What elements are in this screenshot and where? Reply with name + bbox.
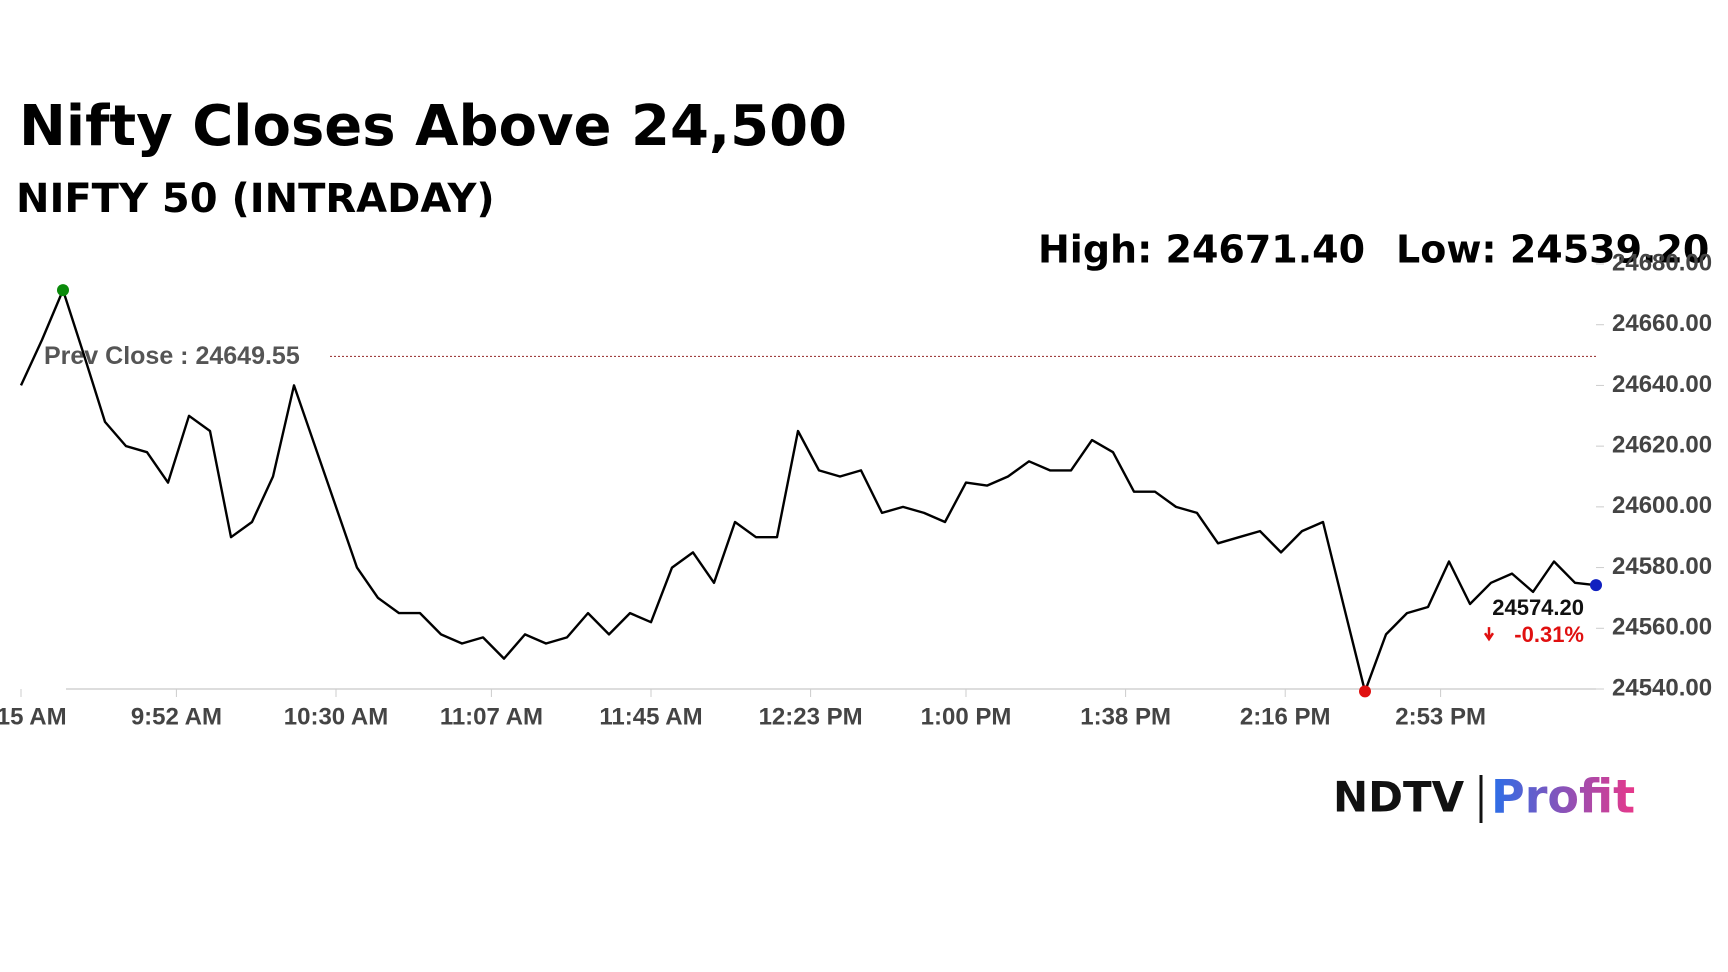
price-line (19, 288, 1597, 693)
x-tick-label: 2:53 PM (1395, 703, 1486, 730)
y-tick-label: 24580.00 (1612, 553, 1712, 580)
y-tick-label: 24600.00 (1612, 492, 1712, 519)
low-dot (1359, 685, 1371, 698)
x-tick-label: 2:16 PM (1240, 703, 1331, 730)
chart-subtitle: NIFTY 50 (INTRADAY) (16, 176, 495, 222)
y-tick-label: 24680.00 (1612, 249, 1712, 276)
x-tick-label: 9:52 AM (131, 703, 222, 730)
y-tick-label: 24620.00 (1612, 431, 1712, 458)
y-tick-label: 24640.00 (1612, 371, 1712, 398)
chart-title: Nifty Closes Above 24,500 (19, 94, 847, 159)
logo: NDTV Profit (1333, 770, 1635, 824)
y-tick-label: 24660.00 (1612, 310, 1712, 337)
y-tick-label: 24540.00 (1612, 674, 1712, 701)
x-tick-label: 12:23 PM (759, 703, 863, 730)
x-tick-label: 1:00 PM (921, 703, 1012, 730)
x-tick-label: 1:38 PM (1080, 703, 1171, 730)
last-dot (1590, 579, 1602, 592)
high-dot (57, 284, 69, 297)
y-tick-label: 24560.00 (1612, 614, 1712, 641)
high-label: High: 24671.40 (1038, 228, 1365, 272)
logo-brand: NDTV (1333, 773, 1465, 822)
x-tick-label: 10:30 AM (284, 703, 388, 730)
change-label: -0.31% (1514, 622, 1584, 647)
x-tick-label: 11:07 AM (440, 703, 543, 730)
change-arrow (1483, 627, 1495, 642)
low-label: Low: 24539.20 (1396, 228, 1709, 272)
x-tick-label: 11:45 AM (599, 703, 702, 730)
last-value-label: 24574.20 (1492, 595, 1584, 620)
logo-product: Profit (1491, 770, 1635, 824)
x-tick-label: 9:15 AM (0, 703, 67, 730)
